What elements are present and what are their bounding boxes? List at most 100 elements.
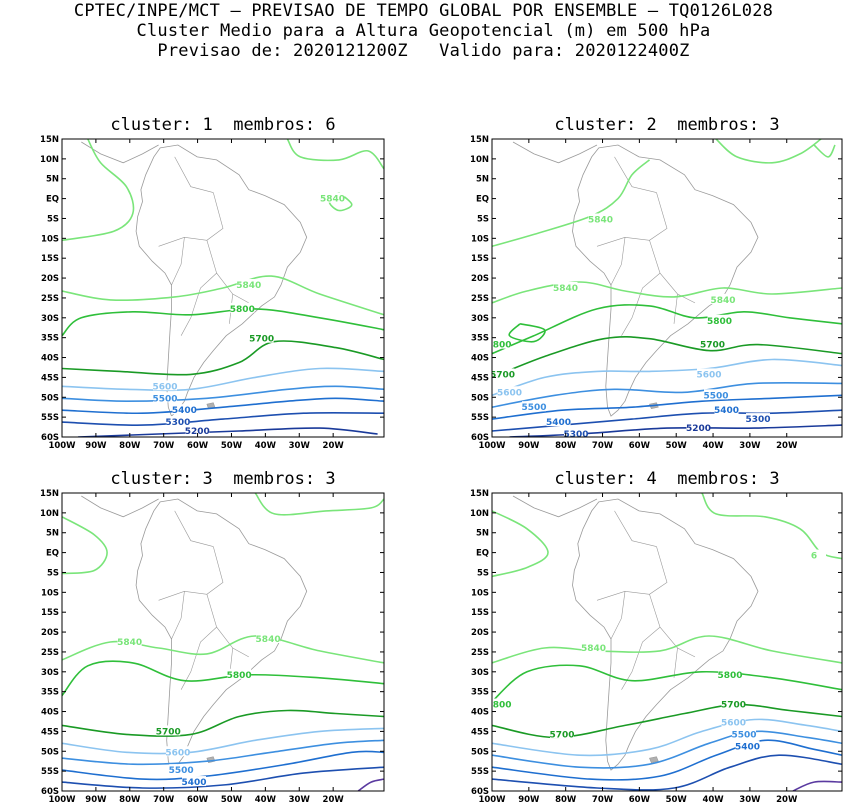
contour-5700 — [492, 336, 842, 379]
contour-label-5200: 5200 — [185, 427, 210, 437]
lon-tick-label: 80W — [555, 441, 577, 451]
lat-tick-label: 35S — [41, 334, 59, 344]
lat-tick-label: EQ — [476, 195, 489, 205]
contour-label-5200: 5200 — [686, 424, 711, 434]
lat-tick-label: 50S — [41, 747, 59, 757]
contour-label-5600: 5600 — [696, 370, 721, 380]
contour-5840 — [813, 144, 836, 158]
south-america-coastline — [135, 498, 308, 771]
country-border — [610, 237, 626, 286]
contour-5800 — [508, 323, 546, 343]
lat-tick-label: 5S — [477, 568, 489, 578]
lat-tick-label: 35S — [41, 688, 59, 698]
lon-tick-label: 60W — [629, 441, 651, 451]
contour-label-5800: 5800 — [486, 701, 511, 711]
map-frame — [61, 138, 385, 438]
contour-5700 — [62, 340, 384, 376]
contour-5800 — [62, 308, 384, 337]
contour-5500 — [492, 730, 842, 769]
contour-label-bg — [553, 282, 578, 292]
country-border — [596, 546, 668, 601]
contour-label-bg — [165, 746, 190, 757]
lat-tick-label: 45S — [41, 727, 59, 737]
contour-label-bg — [732, 728, 756, 739]
contour-5400 — [62, 750, 384, 781]
south-america-coastline — [572, 144, 759, 417]
lon-tick-label: 40W — [255, 441, 277, 451]
lon-tick-label: 40W — [702, 441, 724, 451]
lon-tick-label: 50W — [221, 441, 243, 451]
country-border — [610, 591, 626, 640]
lon-tick-label: 80W — [555, 795, 577, 805]
contour-label-5500: 5500 — [521, 403, 546, 413]
lat-tick-label: 45S — [471, 373, 489, 383]
main-title: CPTEC/INPE/MCT — PREVISAO DE TEMPO GLOBA… — [73, 1, 774, 21]
contour-label-5600: 5600 — [497, 388, 522, 398]
contour-5400 — [62, 397, 384, 415]
contour-label-bg — [153, 380, 178, 391]
lon-tick-label: 80W — [119, 795, 141, 805]
lat-tick-label: 20S — [41, 274, 59, 284]
lat-tick-label: 55S — [471, 767, 489, 777]
lat-tick-label: 30S — [471, 668, 489, 678]
lat-tick-label: 50S — [471, 393, 489, 403]
lat-tick-label: EQ — [46, 549, 59, 559]
contour-5800 — [492, 304, 842, 355]
contour-5100 — [357, 778, 384, 791]
lon-tick-label: 70W — [153, 795, 175, 805]
contour-label-5840: 5840 — [117, 638, 142, 648]
lon-tick-label: 100W — [478, 795, 506, 805]
lat-tick-label: EQ — [46, 195, 59, 205]
country-border — [206, 594, 249, 658]
contour-label-bg — [230, 302, 255, 313]
contour-label-bg — [185, 425, 210, 436]
contour-5840 — [492, 635, 842, 664]
panel-1-title: cluster: 1 membros: 6 — [110, 115, 336, 135]
contour-label-bg — [497, 386, 522, 397]
country-border — [673, 647, 678, 678]
lon-tick-label: 60W — [629, 795, 651, 805]
contour-label-5840: 5840 — [710, 296, 735, 306]
lon-tick-label: 90W — [518, 441, 540, 451]
contour-label-5800: 5800 — [707, 317, 732, 327]
contour-label-bg — [492, 698, 511, 709]
lat-tick-label: 10S — [41, 588, 59, 598]
lat-tick-label: 10S — [471, 234, 489, 244]
central-america-coastline — [81, 141, 159, 164]
contour-label-5500: 5500 — [703, 391, 728, 401]
lon-tick-label: 40W — [255, 795, 277, 805]
contour-label-5700: 5700 — [700, 341, 725, 351]
contour-5840 — [62, 275, 384, 316]
country-border — [174, 156, 214, 193]
contour-label-5840: 5840 — [553, 284, 578, 294]
lat-tick-label: 10N — [470, 509, 489, 519]
contour-5600 — [492, 358, 842, 397]
contour-5840 — [254, 493, 384, 516]
lat-tick-label: 15S — [471, 608, 489, 618]
country-border — [174, 510, 214, 547]
contour-label-bg — [588, 213, 613, 224]
lon-tick-label: 60W — [187, 441, 209, 451]
contour-label-5500: 5500 — [169, 766, 194, 776]
lat-tick-label: 10S — [471, 588, 489, 598]
lat-tick-label: 50S — [41, 393, 59, 403]
falkland-islands — [649, 756, 659, 764]
lat-tick-label: 60S — [41, 787, 59, 797]
lat-tick-label: 5N — [476, 529, 489, 539]
contour-5500 — [62, 385, 384, 403]
lat-tick-label: 45S — [41, 373, 59, 383]
contour-label-bg — [718, 668, 742, 679]
lat-tick-label: 15S — [471, 254, 489, 264]
lat-tick-label: 20S — [471, 628, 489, 638]
lat-tick-label: 15N — [470, 489, 489, 499]
contour-5600 — [492, 718, 842, 757]
contour-5840 — [62, 635, 384, 664]
lat-tick-label: 40S — [471, 354, 489, 364]
contour-5700 — [492, 703, 842, 739]
contour-label-bg — [714, 404, 739, 415]
lat-tick-label: 5N — [476, 175, 489, 185]
contour-5200 — [78, 427, 378, 437]
contour-label-bg — [697, 368, 721, 379]
contour-5100 — [792, 780, 842, 791]
map-panel-cluster-2: 5840 5840 5840 5800 5800 5700 5700 5600 5600 5500… — [470, 135, 843, 451]
